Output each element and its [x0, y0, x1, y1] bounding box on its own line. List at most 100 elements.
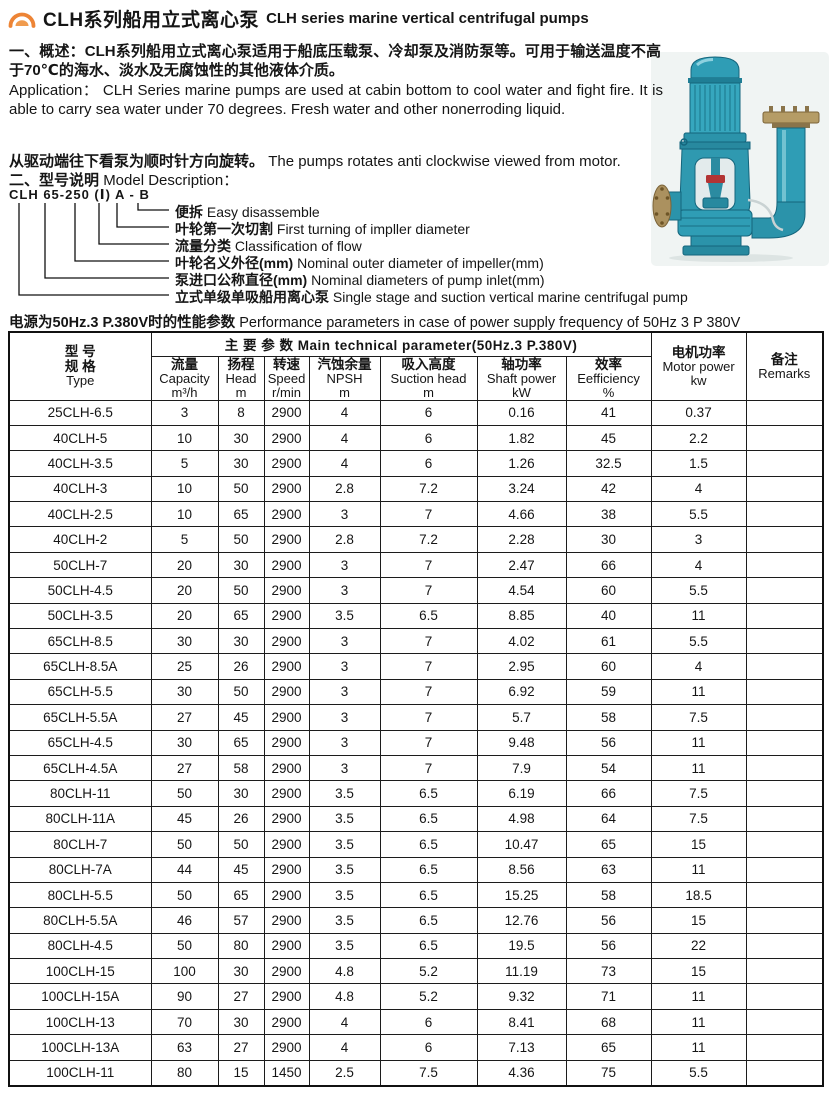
cell-type: 80CLH-7	[8, 831, 152, 858]
cell-motor: 18.5	[650, 881, 747, 909]
cell-suction: 7	[379, 754, 478, 782]
table-row: 65CLH-8.5A 25 26 2900 3 7 2.95 60 4	[8, 653, 824, 680]
cell-shaft: 2.95	[476, 653, 567, 680]
cell-shaft: 1.82	[476, 424, 567, 452]
table-row: 80CLH-4.5 50 80 2900 3.5 6.5 19.5 56 22	[8, 932, 824, 960]
cell-remarks	[745, 805, 824, 833]
table-subheader-cell: 流量 Capacity m³/h	[150, 355, 219, 401]
cell-remarks	[745, 577, 824, 604]
cell-remarks	[745, 1008, 824, 1036]
cell-head: 45	[217, 704, 265, 731]
cell-speed: 2900	[263, 831, 310, 858]
cell-remarks	[745, 628, 824, 655]
cell-speed: 2900	[263, 551, 310, 579]
cell-type: 65CLH-5.5A	[8, 704, 152, 731]
cell-head: 50	[217, 526, 265, 553]
table-row: 25CLH-6.5 3 8 2900 4 6 0.16 41 0.37	[8, 399, 824, 426]
cell-npsh: 3.5	[308, 856, 381, 883]
cell-suction: 6	[379, 399, 478, 426]
cell-remarks	[745, 424, 824, 452]
cell-motor: 5.5	[650, 577, 747, 604]
cell-suction: 6.5	[379, 881, 478, 909]
cell-npsh: 3.5	[308, 881, 381, 909]
cell-motor: 11	[650, 856, 747, 883]
cell-suction: 6.5	[379, 602, 478, 630]
cell-npsh: 3.5	[308, 932, 381, 960]
cell-remarks	[745, 450, 824, 477]
cell-shaft: 4.98	[476, 805, 567, 833]
cell-suction: 7	[379, 729, 478, 756]
cell-efficiency: 38	[565, 501, 652, 528]
cell-capacity: 80	[150, 1059, 219, 1087]
cell-shaft: 11.19	[476, 958, 567, 985]
cell-head: 26	[217, 653, 265, 680]
cell-type: 40CLH-2	[8, 526, 152, 553]
cell-suction: 6	[379, 1034, 478, 1061]
cell-head: 50	[217, 475, 265, 503]
table-row: 80CLH-5.5 50 65 2900 3.5 6.5 15.25 58 18.5	[8, 881, 824, 909]
cell-shaft: 15.25	[476, 881, 567, 909]
cell-head: 50	[217, 678, 265, 706]
cell-speed: 2900	[263, 881, 310, 909]
cell-speed: 2900	[263, 1034, 310, 1061]
cell-head: 65	[217, 602, 265, 630]
cell-remarks	[745, 501, 824, 528]
cell-remarks	[745, 1034, 824, 1061]
cell-speed: 2900	[263, 754, 310, 782]
cell-efficiency: 64	[565, 805, 652, 833]
cell-type: 40CLH-5	[8, 424, 152, 452]
model-code: CLH 65-250 (Ⅰ) A - B	[9, 187, 150, 202]
table-row: 100CLH-13 70 30 2900 4 6 8.41 68 11	[8, 1008, 824, 1036]
cell-efficiency: 56	[565, 729, 652, 756]
cell-speed: 2900	[263, 958, 310, 985]
cell-speed: 2900	[263, 602, 310, 630]
table-row: 80CLH-7 50 50 2900 3.5 6.5 10.47 65 15	[8, 831, 824, 858]
cell-shaft: 10.47	[476, 831, 567, 858]
cell-speed: 2900	[263, 780, 310, 807]
cell-capacity: 50	[150, 932, 219, 960]
cell-remarks	[745, 831, 824, 858]
cell-suction: 6	[379, 450, 478, 477]
model-label: 立式单级单吸船用离心泵 Single stage and suction ver…	[175, 289, 688, 305]
cell-type: 40CLH-3	[8, 475, 152, 503]
cell-type: 65CLH-8.5	[8, 628, 152, 655]
cell-speed: 2900	[263, 501, 310, 528]
cell-motor: 4	[650, 653, 747, 680]
cell-speed: 2900	[263, 932, 310, 960]
cell-motor: 1.5	[650, 450, 747, 477]
performance-note-en: Performance parameters in case of power …	[239, 315, 741, 331]
cell-efficiency: 65	[565, 831, 652, 858]
cell-shaft: 5.7	[476, 704, 567, 731]
cell-speed: 2900	[263, 577, 310, 604]
cell-npsh: 4	[308, 1034, 381, 1061]
cell-head: 30	[217, 780, 265, 807]
cell-npsh: 4	[308, 424, 381, 452]
cell-speed: 2900	[263, 1008, 310, 1036]
table-row: 65CLH-5.5A 27 45 2900 3 7 5.7 58 7.5	[8, 704, 824, 731]
cell-shaft: 9.32	[476, 983, 567, 1010]
cell-shaft: 8.41	[476, 1008, 567, 1036]
cell-shaft: 4.36	[476, 1059, 567, 1087]
cell-motor: 15	[650, 907, 747, 934]
cell-speed: 2900	[263, 475, 310, 503]
cell-npsh: 3.5	[308, 907, 381, 934]
cell-remarks	[745, 653, 824, 680]
cell-remarks	[745, 780, 824, 807]
cell-efficiency: 54	[565, 754, 652, 782]
cell-type: 65CLH-4.5	[8, 729, 152, 756]
cell-npsh: 3	[308, 628, 381, 655]
cell-head: 45	[217, 856, 265, 883]
cell-remarks	[745, 704, 824, 731]
cell-capacity: 5	[150, 526, 219, 553]
cell-capacity: 46	[150, 907, 219, 934]
cell-npsh: 3.5	[308, 805, 381, 833]
table-row: 50CLH-3.5 20 65 2900 3.5 6.5 8.85 40 11	[8, 602, 824, 630]
cell-capacity: 50	[150, 780, 219, 807]
cell-head: 65	[217, 501, 265, 528]
performance-note: 电源为50Hz.3 P.380V时的性能参数 Performance param…	[9, 311, 825, 332]
cell-speed: 2900	[263, 628, 310, 655]
cell-head: 80	[217, 932, 265, 960]
pump-photo	[651, 52, 829, 266]
overview-paragraph-zh: 一、概述：CLH系列船用立式离心泵适用于船底压载泵、冷却泵及消防泵等。可用于输送…	[9, 43, 661, 79]
cell-speed: 2900	[263, 983, 310, 1010]
